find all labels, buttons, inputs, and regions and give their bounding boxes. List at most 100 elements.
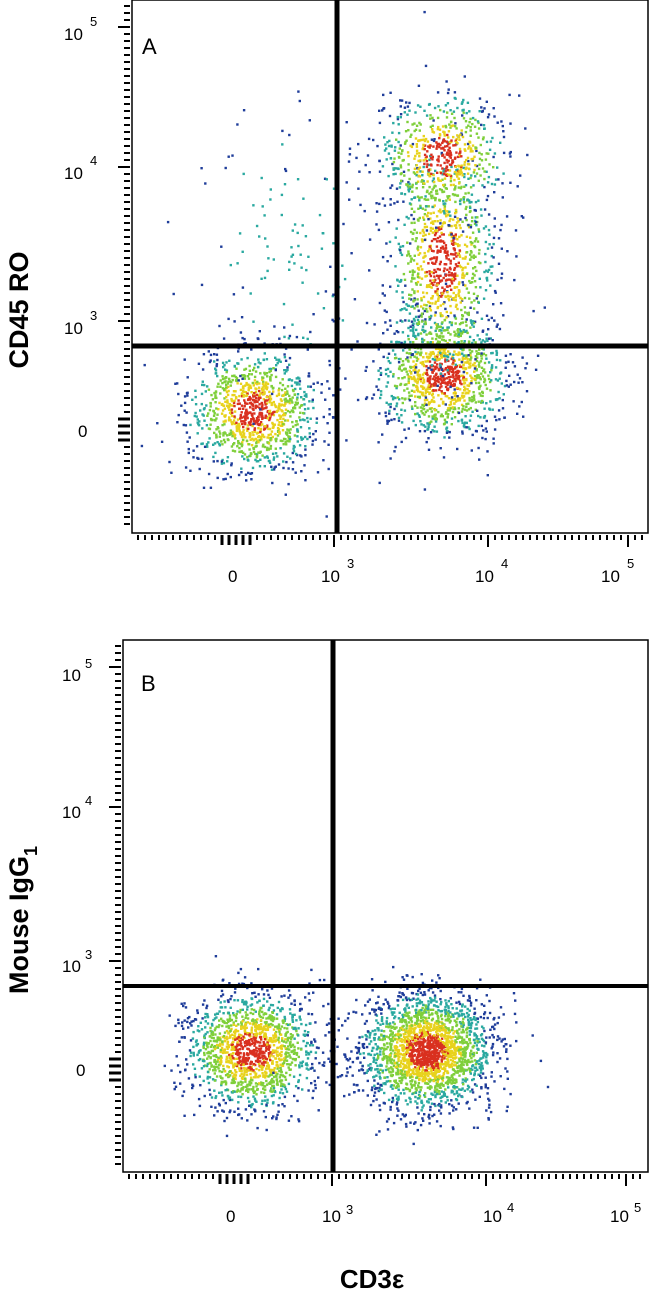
event-dot xyxy=(248,398,252,401)
event-dot xyxy=(283,372,286,375)
event-dot xyxy=(516,412,519,415)
event-dot xyxy=(410,213,413,217)
event-dot xyxy=(456,329,459,332)
event-dot xyxy=(496,166,499,169)
event-dot xyxy=(255,1067,258,1071)
event-dot xyxy=(399,249,402,252)
event-dot xyxy=(248,384,252,387)
event-dot xyxy=(403,174,406,177)
event-dot xyxy=(264,414,268,418)
event-dot xyxy=(196,421,199,424)
event-dot xyxy=(436,292,439,295)
event-dot xyxy=(271,1062,274,1065)
event-dot xyxy=(302,1033,305,1036)
panel-a-xtick-1e4-base: 10 xyxy=(475,567,494,586)
event-dot xyxy=(291,1043,295,1046)
event-dot xyxy=(454,317,458,320)
event-dot xyxy=(423,153,427,157)
event-dot xyxy=(287,1082,291,1086)
event-dot xyxy=(224,368,227,371)
event-dot xyxy=(300,396,303,399)
event-dot xyxy=(445,116,449,119)
event-dot xyxy=(320,383,323,386)
event-dot xyxy=(382,355,385,359)
event-dot xyxy=(483,270,486,274)
event-dot xyxy=(270,430,274,433)
event-dot xyxy=(261,435,265,438)
event-dot xyxy=(254,406,257,410)
event-dot xyxy=(457,397,460,400)
event-dot xyxy=(232,419,236,422)
event-dot xyxy=(229,1074,232,1077)
event-dot xyxy=(425,160,429,163)
event-dot xyxy=(221,377,225,381)
event-dot xyxy=(481,167,485,170)
event-dot xyxy=(230,1048,233,1051)
event-dot xyxy=(443,378,446,382)
event-dot xyxy=(279,439,282,442)
event-dot xyxy=(462,196,465,200)
event-dot xyxy=(267,441,270,445)
event-dot xyxy=(501,124,504,128)
event-dot xyxy=(221,375,224,378)
event-dot xyxy=(255,224,259,228)
event-dot xyxy=(231,1078,234,1082)
event-dot xyxy=(265,1017,268,1020)
event-dot xyxy=(276,1046,279,1049)
event-dot xyxy=(466,101,470,104)
event-dot xyxy=(453,91,457,94)
event-dot xyxy=(201,1059,205,1063)
event-dot xyxy=(450,239,453,243)
event-dot xyxy=(454,374,457,377)
event-dot xyxy=(430,326,433,329)
event-dot xyxy=(429,332,433,335)
event-dot xyxy=(388,240,392,244)
event-dot xyxy=(233,991,237,994)
event-dot xyxy=(246,455,249,459)
event-dot xyxy=(279,1073,282,1077)
event-dot xyxy=(456,194,459,197)
event-dot xyxy=(454,125,457,128)
event-dot xyxy=(264,399,267,402)
event-dot xyxy=(416,406,419,409)
event-dot xyxy=(439,314,443,317)
event-dot xyxy=(385,147,388,150)
event-dot xyxy=(183,358,186,361)
event-dot xyxy=(283,335,286,339)
event-dot xyxy=(431,371,434,374)
event-dot xyxy=(435,430,439,433)
event-dot xyxy=(432,396,435,399)
event-dot xyxy=(436,306,439,310)
event-dot xyxy=(438,179,441,182)
event-dot xyxy=(424,389,428,392)
event-dot xyxy=(252,395,255,398)
event-dot xyxy=(458,224,461,227)
event-dot xyxy=(295,402,299,406)
event-dot xyxy=(481,184,484,187)
event-dot xyxy=(261,405,264,409)
event-dot xyxy=(226,404,229,407)
event-dot xyxy=(485,140,489,144)
event-dot xyxy=(470,376,473,379)
event-dot xyxy=(287,337,291,340)
event-dot xyxy=(446,153,450,156)
event-dot xyxy=(419,406,423,409)
event-dot xyxy=(220,1082,223,1085)
event-dot xyxy=(446,353,450,357)
event-dot xyxy=(449,407,453,410)
event-dot xyxy=(461,330,465,334)
event-dot xyxy=(465,324,468,327)
event-dot xyxy=(449,400,453,404)
event-dot xyxy=(446,254,450,257)
event-dot xyxy=(314,1083,317,1087)
event-dot xyxy=(433,233,437,237)
event-dot xyxy=(252,1041,255,1045)
event-dot xyxy=(481,436,484,440)
event-dot xyxy=(464,356,468,360)
event-dot xyxy=(259,408,262,411)
event-dot xyxy=(243,1068,246,1071)
event-dot xyxy=(230,1024,233,1027)
event-dot xyxy=(226,399,229,402)
event-dot xyxy=(410,133,413,136)
event-dot xyxy=(408,394,411,397)
